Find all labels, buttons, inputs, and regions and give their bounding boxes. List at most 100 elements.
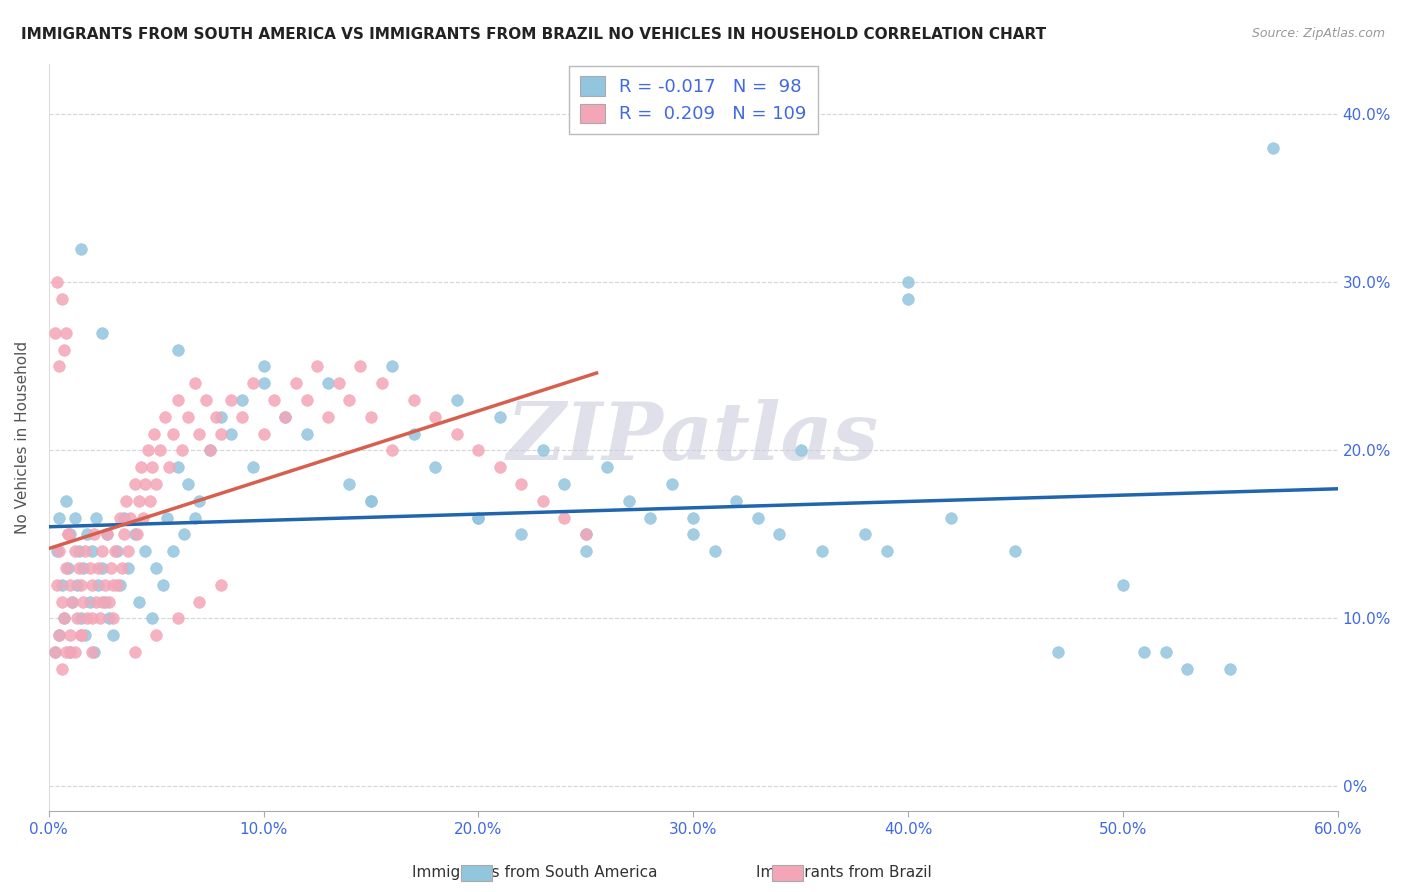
Point [295,392,318,407]
Point [70,628,93,642]
Point [79,561,101,575]
Point [510,477,533,491]
Point [295,426,318,441]
Point [531,443,554,458]
Point [152,578,174,592]
Point [97,611,120,625]
Point [553,477,575,491]
Point [103,578,125,592]
Text: IMMIGRANTS FROM SOUTH AMERICA VS IMMIGRANTS FROM BRAZIL NO VEHICLES IN HOUSEHOLD: IMMIGRANTS FROM SOUTH AMERICA VS IMMIGRA… [21,27,1046,42]
Point [177,477,200,491]
Point [55,326,77,340]
Point [489,460,512,475]
Point [108,510,131,524]
Point [316,376,339,391]
Point [360,493,382,508]
Point [52,611,75,625]
Point [70,578,93,592]
Point [76,527,98,541]
Point [221,426,243,441]
Point [44,645,66,659]
Point [145,561,167,575]
Point [897,292,920,306]
Point [67,561,90,575]
Point [51,594,73,608]
Point [87,578,110,592]
Point [63,510,86,524]
Point [96,527,118,541]
Point [553,510,575,524]
Point [252,359,274,374]
Point [221,392,243,407]
Point [252,376,274,391]
Point [188,594,211,608]
Point [446,426,468,441]
Point [112,527,135,541]
Point [48,359,70,374]
Point [128,493,150,508]
Point [939,510,962,524]
Point [194,392,217,407]
Point [402,392,425,407]
Point [145,477,167,491]
Point [467,510,489,524]
Point [51,292,73,306]
Point [184,376,207,391]
Point [103,611,125,625]
Point [188,493,211,508]
Point [360,409,382,424]
Point [100,561,122,575]
Point [46,544,69,558]
Point [103,628,125,642]
Point [48,628,70,642]
Point [51,578,73,592]
Point [1175,662,1198,676]
Point [80,578,103,592]
Point [56,527,79,541]
Point [120,510,142,524]
Point [1047,645,1070,659]
Point [48,628,70,642]
Point [55,645,77,659]
Point [93,594,115,608]
Point [425,409,447,424]
Point [370,376,392,391]
Point [166,611,188,625]
Point [59,645,82,659]
Point [156,510,179,524]
Point [104,544,127,558]
Point [79,594,101,608]
Point [173,527,195,541]
Point [328,376,350,391]
Point [467,443,489,458]
Point [446,392,468,407]
Point [83,645,105,659]
Point [59,645,82,659]
Point [111,561,134,575]
Point [75,628,97,642]
Text: Immigrants from South America: Immigrants from South America [412,865,657,880]
Point [70,242,93,256]
Point [60,594,83,608]
Point [789,443,811,458]
Point [84,594,107,608]
Point [274,409,297,424]
Point [63,544,86,558]
Point [531,493,554,508]
Point [231,409,253,424]
Legend: R = -0.017   N =  98, R =  0.209   N = 109: R = -0.017 N = 98, R = 0.209 N = 109 [569,66,817,135]
Point [63,645,86,659]
Point [52,343,75,357]
Point [263,392,285,407]
Point [157,460,180,475]
Point [897,276,920,290]
Point [138,493,160,508]
Point [205,409,228,424]
Point [489,409,512,424]
Point [80,611,103,625]
Point [89,611,111,625]
Point [274,409,297,424]
Point [117,561,139,575]
Point [242,376,264,391]
Text: ZIPatlas: ZIPatlas [508,399,879,476]
